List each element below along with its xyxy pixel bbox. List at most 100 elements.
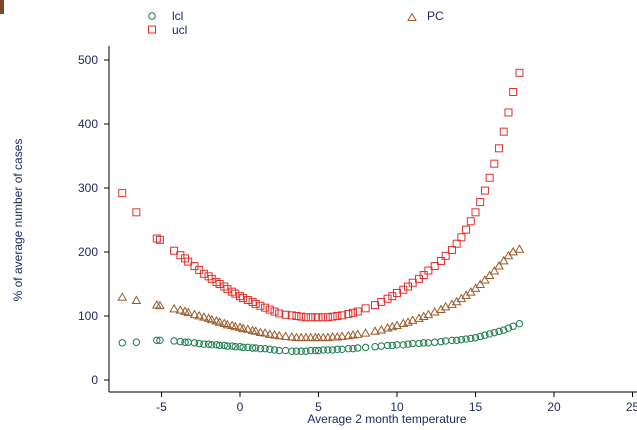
pc-point — [423, 309, 434, 319]
pc-point — [260, 328, 270, 337]
lcl-point — [485, 330, 494, 338]
ucl-point — [515, 68, 524, 77]
lcl-point — [236, 343, 244, 351]
ucl-point — [353, 307, 362, 316]
ucl-point — [243, 296, 252, 304]
lcl-point — [311, 346, 320, 355]
lcl-point — [204, 340, 213, 348]
ucl-point — [504, 108, 513, 117]
pc-point — [264, 329, 275, 338]
lcl-point — [319, 346, 327, 354]
ucl-point — [383, 294, 392, 303]
pc-point — [269, 330, 280, 339]
pc-point — [370, 326, 380, 335]
ucl-point — [184, 257, 193, 266]
ucl-point — [471, 208, 480, 217]
ucl-point — [457, 233, 466, 242]
pc-point — [280, 331, 291, 340]
x-tick-label: 0 — [237, 400, 244, 414]
ucl-point — [306, 313, 315, 322]
ucl-point — [199, 269, 208, 278]
pc-point — [360, 328, 371, 337]
legend-pc-marker — [407, 12, 417, 21]
lcl-point — [181, 338, 189, 346]
ucl-point — [441, 251, 450, 260]
ucl-point — [287, 311, 296, 320]
lcl-point — [462, 335, 470, 343]
ucl-point — [485, 173, 494, 182]
lcl-point — [457, 335, 466, 344]
lcl-point — [467, 334, 475, 343]
lcl-point — [324, 346, 332, 354]
ucl-point — [462, 225, 471, 234]
lcl-point — [476, 332, 484, 341]
ucl-point — [281, 310, 290, 319]
lcl-point — [223, 342, 232, 350]
lcl-point — [153, 336, 161, 345]
lcl-point — [220, 341, 229, 350]
ucl-point — [480, 186, 489, 195]
corner-mark — [0, 0, 4, 14]
lcl-point — [500, 326, 508, 334]
x-tick-label: 5 — [315, 400, 322, 414]
ucl-point — [301, 313, 310, 322]
lcl-point — [333, 345, 342, 353]
pc-point — [489, 266, 500, 275]
pc-point — [250, 326, 261, 335]
ucl-point — [466, 217, 475, 226]
lcl-point — [448, 336, 456, 345]
lcl-point — [437, 337, 445, 346]
ucl-point — [452, 239, 461, 248]
ucl-point — [155, 235, 164, 244]
ucl-point — [361, 304, 370, 313]
lcl-point — [231, 343, 239, 351]
pc-point — [436, 304, 446, 313]
pc-point — [222, 319, 233, 329]
pc-point — [494, 260, 504, 270]
lcl-point — [314, 346, 323, 355]
ucl-point — [118, 189, 127, 198]
x-axis-title: Average 2 month temperature — [307, 412, 467, 426]
pc-point — [498, 255, 509, 265]
ucl-point — [132, 208, 141, 217]
series-pc — [117, 244, 525, 342]
pc-point — [301, 332, 311, 342]
lcl-point — [176, 337, 185, 346]
ucl-point — [256, 301, 265, 310]
lcl-point — [415, 339, 423, 348]
pc-point — [313, 332, 324, 342]
pc-point — [131, 295, 142, 304]
ucl-point — [251, 299, 260, 308]
series-ucl — [118, 68, 524, 322]
ucl-point — [231, 289, 240, 298]
pc-point — [480, 275, 490, 284]
pc-point — [155, 300, 165, 310]
x-tick-label: 20 — [547, 400, 561, 414]
ucl-point — [447, 246, 456, 255]
lcl-point — [248, 344, 257, 352]
pc-point — [352, 329, 363, 338]
pc-point — [117, 292, 128, 301]
pc-point — [508, 246, 519, 256]
lcl-point — [383, 341, 392, 350]
lcl-point — [256, 344, 265, 353]
legend-lcl-marker — [148, 12, 156, 20]
pc-point — [305, 332, 316, 342]
pc-point — [440, 301, 451, 311]
ucl-point — [333, 312, 342, 320]
ucl-point — [261, 303, 270, 312]
ucl-point — [344, 310, 353, 319]
pc-point — [376, 324, 387, 334]
ucl-point — [323, 313, 332, 322]
y-tick-label: 300 — [78, 181, 98, 195]
lcl-point — [266, 345, 274, 353]
lcl-point — [200, 340, 208, 348]
pc-point — [175, 305, 186, 314]
y-tick-label: 0 — [91, 373, 98, 387]
ucl-point — [292, 312, 301, 320]
pc-point — [407, 315, 418, 324]
ucl-point — [338, 311, 347, 320]
ucl-point — [223, 285, 232, 294]
legend: lcl ucl PC — [148, 9, 444, 37]
